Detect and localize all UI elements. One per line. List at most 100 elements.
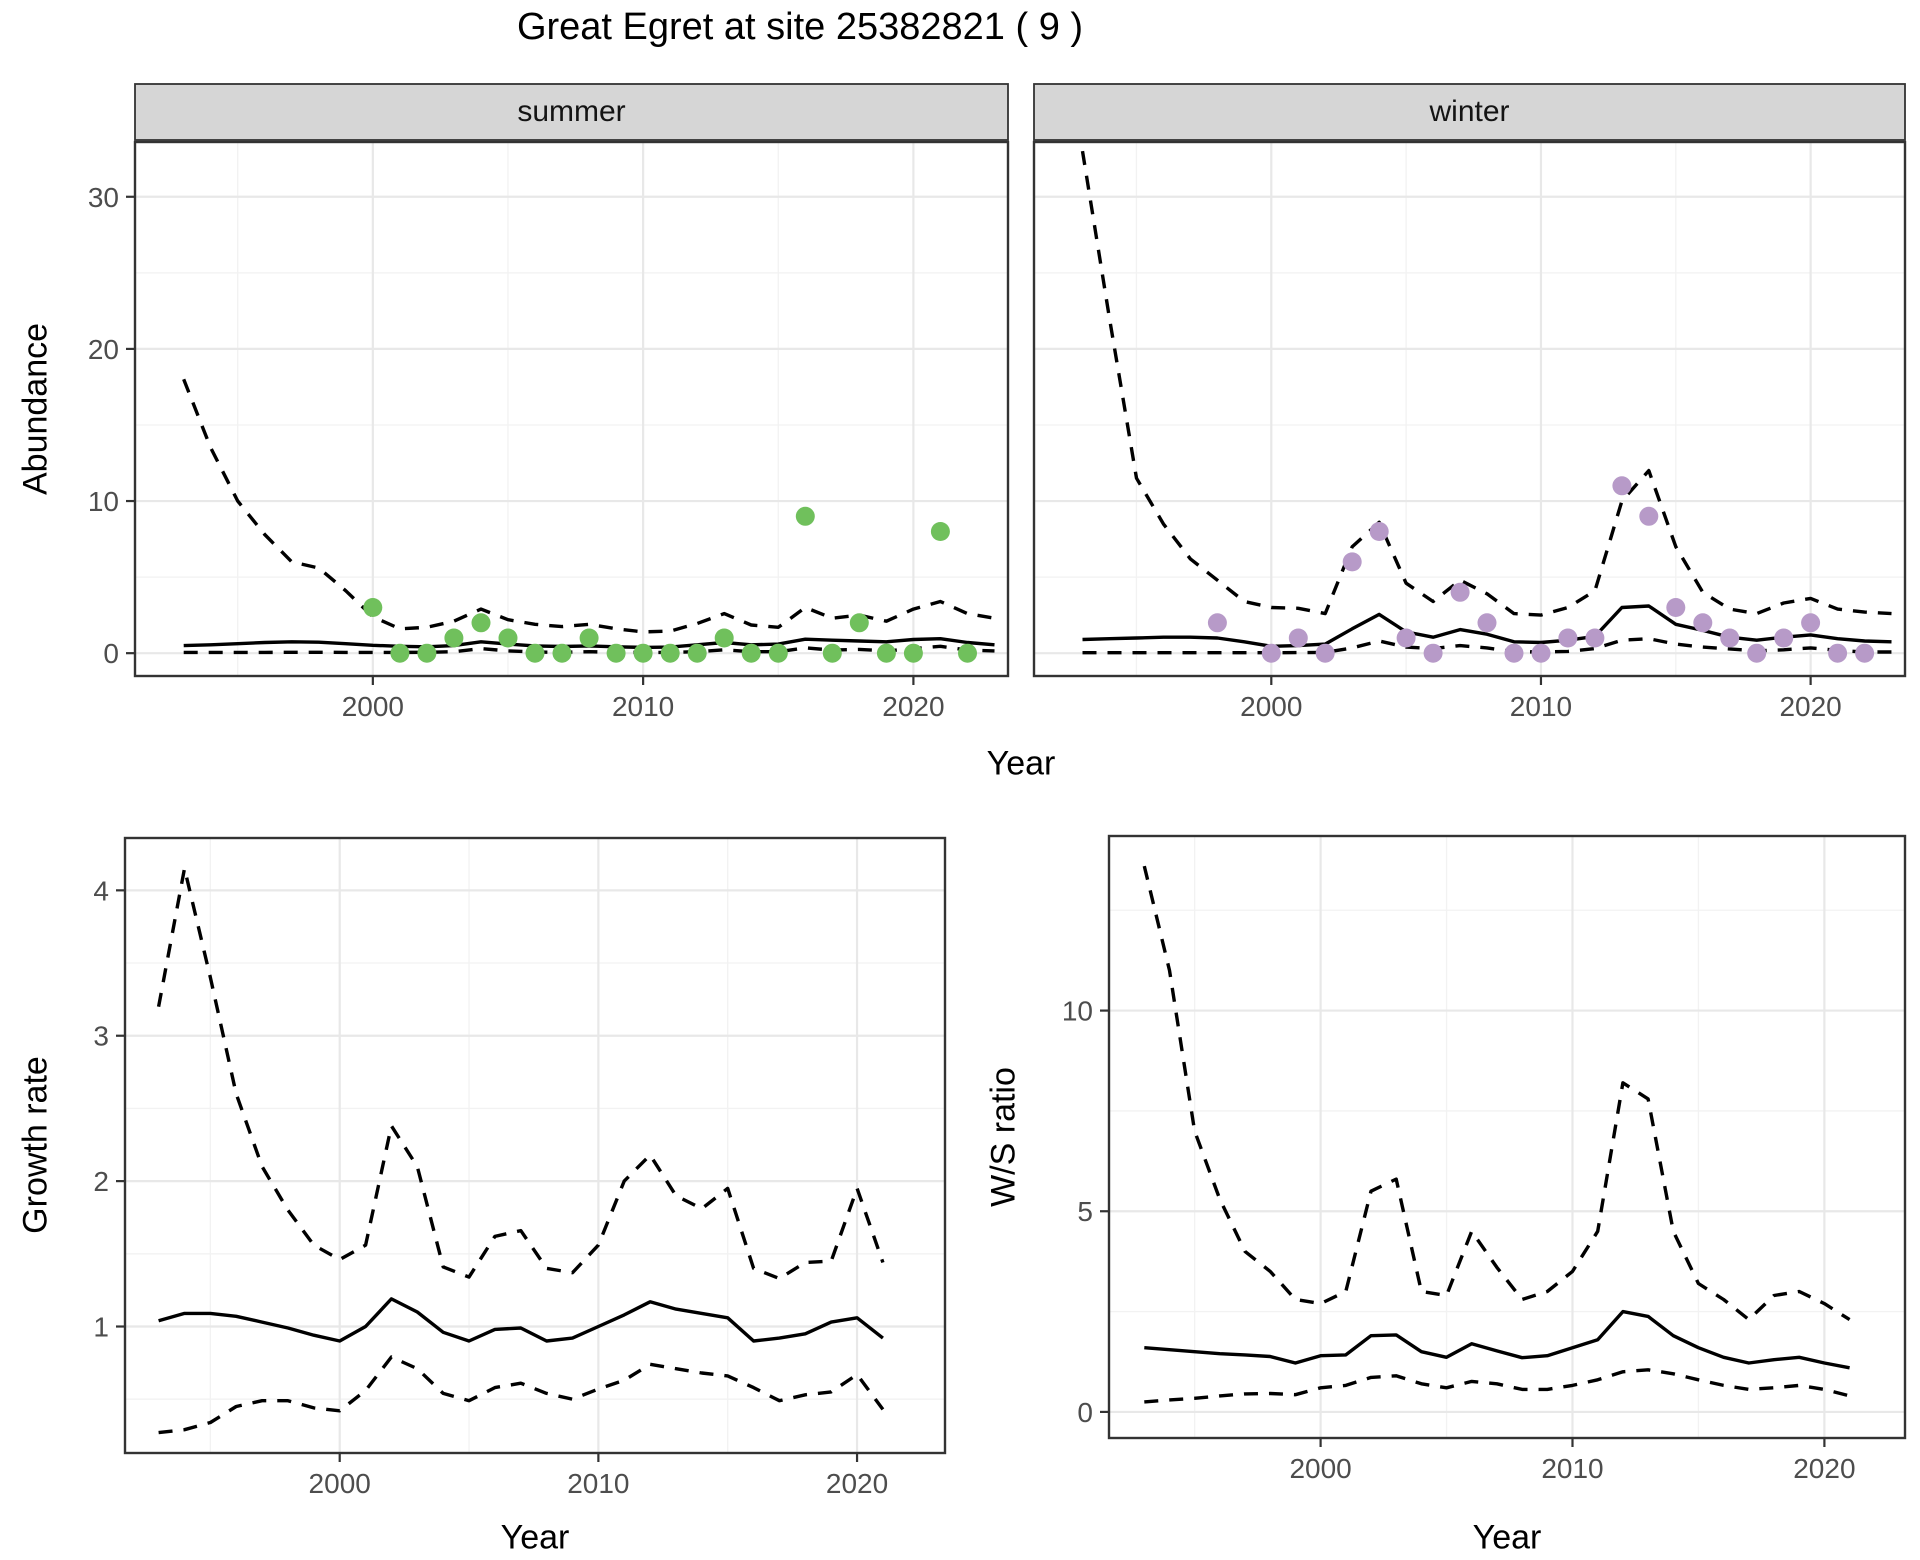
x-tick-label: 2000 — [1240, 691, 1302, 722]
abundance_summer-series — [182, 378, 995, 655]
data-point — [1720, 628, 1740, 648]
data-point — [1450, 582, 1470, 602]
data-point — [363, 598, 383, 617]
abundance_summer-gridlines — [135, 142, 1008, 676]
data-point — [1504, 643, 1524, 663]
chart-title: Great Egret at site 25382821 ( 9 ) — [516, 6, 1084, 48]
facet-strip-winter: winter — [1429, 95, 1510, 128]
data-point — [768, 643, 788, 663]
data-point — [1315, 643, 1335, 663]
y-tick-label: 10 — [1062, 996, 1093, 1027]
y-axis-title-ws-ratio: W/S ratio — [984, 1067, 1023, 1207]
x-tick-label: 2010 — [612, 691, 674, 722]
data-point — [471, 613, 491, 633]
x-tick-label: 2010 — [1510, 691, 1572, 722]
x-tick-label: 2010 — [567, 1468, 629, 1499]
data-point — [1369, 522, 1389, 541]
data-point — [876, 643, 896, 663]
data-point — [417, 643, 437, 663]
y-tick-label: 30 — [88, 182, 119, 213]
data-point — [958, 643, 977, 663]
data-point — [606, 643, 626, 663]
growth_rate-axis: 2000 2010 2020 1 2 3 4 — [93, 875, 888, 1499]
ws_ratio-series — [1142, 865, 1851, 1404]
abundance_summer-axis: 2000 2010 2020 0 10 20 30 — [88, 182, 945, 722]
x-tick-label: 2000 — [342, 691, 404, 722]
abundance_winter-upper_ci-line — [1080, 150, 1892, 617]
data-point — [903, 643, 923, 663]
data-point — [1585, 628, 1605, 648]
facet-strip-summer: summer — [517, 95, 626, 128]
y-tick-label: 10 — [88, 486, 119, 517]
abundance_summer-upper_ci-line — [182, 378, 995, 634]
data-point — [1531, 643, 1551, 663]
facet-strip-rect — [1033, 83, 1906, 141]
y-tick-label: 3 — [93, 1021, 109, 1052]
facet-strip-rect — [134, 83, 1009, 141]
data-point — [1639, 506, 1659, 526]
abundance_winter-panel-border — [1032, 140, 1907, 678]
data-point — [1261, 643, 1281, 663]
data-point — [552, 643, 572, 663]
data-point — [498, 628, 518, 648]
abundance_summer-points — [363, 506, 977, 663]
x-tick-label: 2020 — [1779, 691, 1841, 722]
growth_rate-gridlines — [125, 838, 945, 1453]
data-point — [579, 628, 599, 648]
ws_ratio-lower_ci-line — [1144, 1368, 1851, 1404]
ws_ratio-upper_ci-line — [1142, 865, 1851, 1322]
growth_rate-series — [156, 866, 885, 1435]
data-point — [1558, 628, 1578, 648]
y-tick-label: 0 — [1077, 1397, 1093, 1428]
growth_rate-panel-border — [123, 836, 947, 1455]
data-point — [822, 643, 842, 663]
data-point — [525, 643, 545, 663]
growth_rate-fit-line — [158, 1297, 884, 1343]
ws_ratio-gridlines — [1109, 836, 1905, 1438]
y-tick-label: 2 — [93, 1166, 109, 1197]
y-tick-label: 1 — [93, 1312, 109, 1343]
panel-ws_ratio: 2000 2010 2020 0 5 10 — [1062, 834, 1907, 1484]
y-tick-label: 5 — [1077, 1196, 1093, 1227]
data-point — [714, 628, 734, 648]
data-point — [1288, 628, 1308, 648]
abundance_winter-gridlines — [1034, 142, 1905, 676]
x-axis-title-year-bottom-left: Year — [500, 1518, 570, 1557]
data-point — [1612, 476, 1632, 496]
abundance_winter-fit-line — [1082, 604, 1892, 648]
data-point — [1423, 643, 1443, 663]
panel-abundance_summer: 2000 2010 2020 0 10 20 30 — [88, 83, 1010, 722]
x-axis-title-year-bottom-right: Year — [1472, 1518, 1542, 1557]
abundance_winter-lower_ci-line — [1082, 637, 1892, 655]
x-axis-title-year-top: Year — [986, 744, 1056, 783]
data-point — [1396, 628, 1416, 648]
data-point — [1747, 643, 1767, 663]
abundance_winter-axis: 2000 2010 2020 — [1240, 676, 1842, 722]
growth_rate-upper_ci-line — [156, 866, 885, 1281]
data-point — [444, 628, 464, 648]
data-point — [1801, 613, 1821, 633]
x-tick-label: 2020 — [1793, 1453, 1855, 1484]
y-tick-label: 4 — [93, 875, 109, 906]
data-point — [687, 643, 707, 663]
growth_rate-lower_ci-line — [158, 1355, 885, 1435]
x-tick-label: 2020 — [826, 1468, 888, 1499]
data-point — [849, 613, 869, 633]
data-point — [1855, 643, 1875, 663]
data-point — [930, 522, 950, 541]
y-tick-label: 0 — [103, 638, 119, 669]
data-point — [633, 643, 653, 663]
abundance_summer-lower_ci-line — [183, 644, 995, 655]
x-tick-label: 2010 — [1541, 1453, 1603, 1484]
data-point — [795, 506, 815, 526]
data-point — [1207, 613, 1227, 633]
y-axis-title-growth-rate: Growth rate — [16, 1056, 55, 1234]
data-point — [1828, 643, 1848, 663]
data-point — [390, 643, 410, 663]
data-point — [660, 643, 680, 663]
panel-growth_rate: 2000 2010 2020 1 2 3 4 — [93, 836, 947, 1499]
x-tick-label: 2020 — [882, 691, 944, 722]
abundance_summer-panel-border — [133, 140, 1010, 678]
